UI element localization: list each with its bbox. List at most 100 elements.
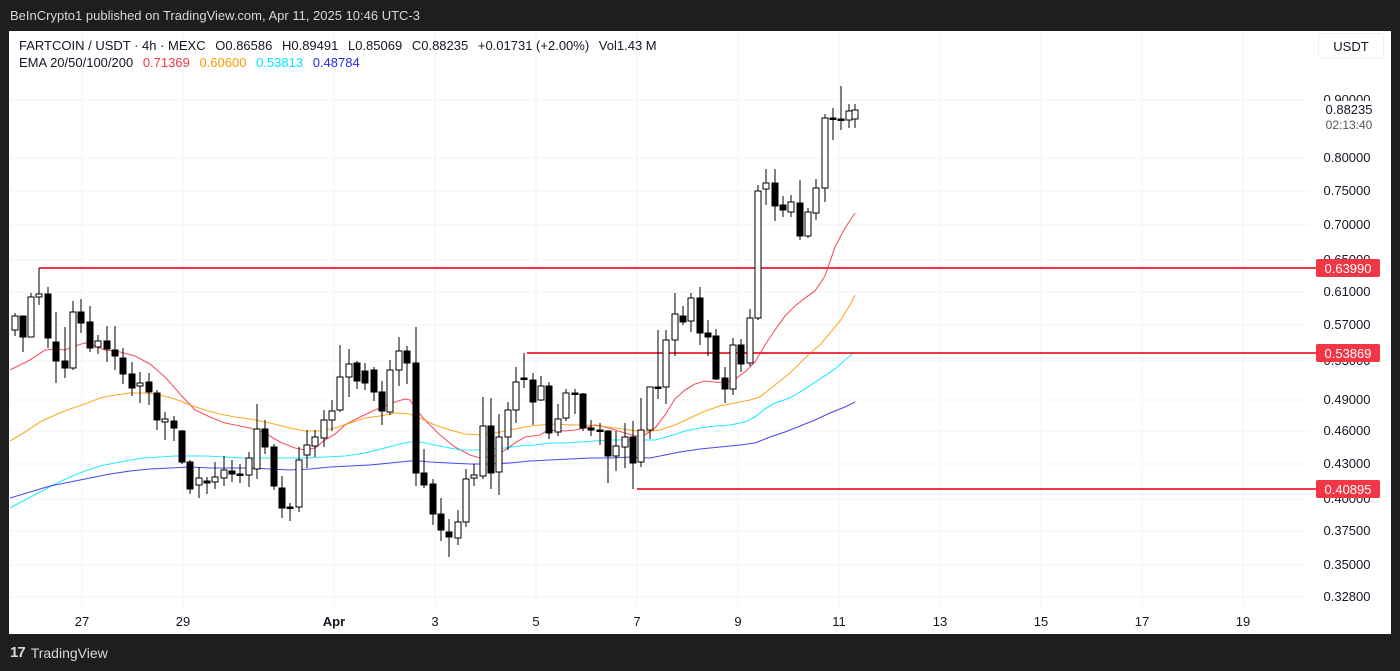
candle bbox=[837, 86, 845, 130]
level-price-badge[interactable] bbox=[1316, 480, 1380, 498]
candle bbox=[779, 196, 787, 217]
time-axis[interactable]: 27 29 Apr 3 5 7 9 11 13 15 17 19 bbox=[75, 614, 1250, 629]
candle bbox=[545, 382, 553, 439]
candle bbox=[637, 398, 645, 467]
candle bbox=[336, 345, 344, 412]
date-tick-label: 5 bbox=[532, 614, 539, 629]
date-tick-label: 9 bbox=[734, 614, 741, 629]
level-price-badge[interactable] bbox=[1316, 259, 1380, 277]
candle bbox=[236, 464, 244, 483]
candle bbox=[119, 348, 127, 384]
candle bbox=[737, 339, 745, 372]
candle bbox=[161, 412, 169, 440]
candle bbox=[845, 104, 853, 128]
price-axis[interactable]: 0.900000.800000.750000.700000.650000.610… bbox=[1316, 92, 1380, 604]
candle bbox=[261, 420, 269, 454]
change-value: +0.01731 (+2.00%) bbox=[477, 38, 590, 53]
ema100-value: 0.53813 bbox=[256, 55, 304, 70]
candle bbox=[679, 306, 687, 325]
candle bbox=[746, 309, 754, 366]
candle bbox=[829, 108, 837, 140]
candle bbox=[712, 329, 720, 380]
ema20-value: 0.71369 bbox=[142, 55, 190, 70]
candle bbox=[704, 320, 712, 356]
candle bbox=[103, 326, 111, 362]
candle bbox=[579, 393, 587, 431]
last-price-label: 0.88235 bbox=[1326, 102, 1373, 117]
ema-100-line bbox=[9, 351, 856, 509]
candle bbox=[654, 330, 662, 399]
ema-label[interactable]: EMA 20/50/100/200 bbox=[19, 55, 134, 70]
candle bbox=[311, 430, 319, 457]
candle bbox=[787, 195, 795, 217]
candle bbox=[462, 469, 470, 527]
date-tick-label: 7 bbox=[633, 614, 640, 629]
candle bbox=[412, 327, 420, 486]
date-tick-label: 15 bbox=[1034, 614, 1048, 629]
candle bbox=[762, 169, 770, 205]
low-value: L0.85069 bbox=[347, 38, 403, 53]
date-tick-label: 27 bbox=[75, 614, 89, 629]
candle bbox=[851, 104, 859, 128]
date-tick-label: Apr bbox=[323, 614, 345, 629]
candle bbox=[386, 360, 394, 415]
ohlc-row: FARTCOIN / USDT · 4h · MEXC O0.86586 H0.… bbox=[19, 37, 663, 54]
candle bbox=[771, 169, 779, 221]
grid-lines bbox=[10, 32, 1308, 606]
candle bbox=[128, 362, 136, 396]
level-price-badge[interactable] bbox=[1316, 344, 1380, 362]
candle bbox=[136, 372, 144, 403]
candle bbox=[345, 349, 353, 397]
candle bbox=[420, 449, 428, 488]
candle bbox=[537, 376, 545, 401]
candle bbox=[671, 293, 679, 356]
candle bbox=[520, 353, 528, 388]
candle bbox=[754, 185, 762, 320]
volume-value: Vol1.43 M bbox=[598, 38, 657, 53]
candle bbox=[19, 315, 27, 352]
candle bbox=[529, 373, 537, 425]
ema-20-line bbox=[9, 212, 856, 459]
candle bbox=[696, 287, 704, 345]
svg-text:0.53869: 0.53869 bbox=[1325, 346, 1372, 361]
candle bbox=[721, 367, 729, 403]
price-tick-label: 0.80000 bbox=[1324, 150, 1371, 165]
candle bbox=[370, 367, 378, 401]
svg-text:0.40895: 0.40895 bbox=[1325, 482, 1372, 497]
tradingview-logo-icon[interactable]: 17 bbox=[10, 644, 26, 661]
chart-legend: FARTCOIN / USDT · 4h · MEXC O0.86586 H0.… bbox=[19, 37, 663, 71]
candle bbox=[361, 363, 369, 390]
candle bbox=[804, 208, 812, 238]
symbol-info[interactable]: FARTCOIN / USDT · 4h · MEXC bbox=[19, 38, 206, 53]
candle bbox=[145, 373, 153, 405]
candle bbox=[512, 367, 520, 423]
candle bbox=[403, 346, 411, 384]
ema-200-line bbox=[9, 401, 856, 499]
price-tick-label: 0.49000 bbox=[1324, 392, 1371, 407]
brand-name[interactable]: TradingView bbox=[30, 644, 108, 661]
bar-countdown: 02:13:40 bbox=[1326, 118, 1373, 132]
price-tick-label: 0.37500 bbox=[1324, 523, 1371, 538]
candle bbox=[495, 414, 503, 495]
candle bbox=[35, 268, 43, 305]
candle bbox=[195, 467, 203, 498]
candle bbox=[437, 498, 445, 541]
currency-button[interactable]: USDT bbox=[1318, 33, 1384, 59]
candle bbox=[52, 312, 60, 383]
candle bbox=[11, 313, 19, 336]
candle bbox=[178, 430, 186, 464]
candle bbox=[454, 510, 462, 545]
price-tick-label: 0.75000 bbox=[1324, 183, 1371, 198]
candle bbox=[821, 114, 829, 202]
candle bbox=[77, 299, 85, 333]
candle bbox=[662, 330, 670, 404]
candle bbox=[153, 390, 161, 430]
ema-50-line bbox=[9, 294, 856, 442]
price-tick-label: 0.57000 bbox=[1324, 317, 1371, 332]
candle bbox=[796, 180, 804, 240]
date-tick-label: 19 bbox=[1236, 614, 1250, 629]
candle bbox=[328, 400, 336, 431]
open-value: O0.86586 bbox=[215, 38, 273, 53]
candle bbox=[303, 430, 311, 468]
